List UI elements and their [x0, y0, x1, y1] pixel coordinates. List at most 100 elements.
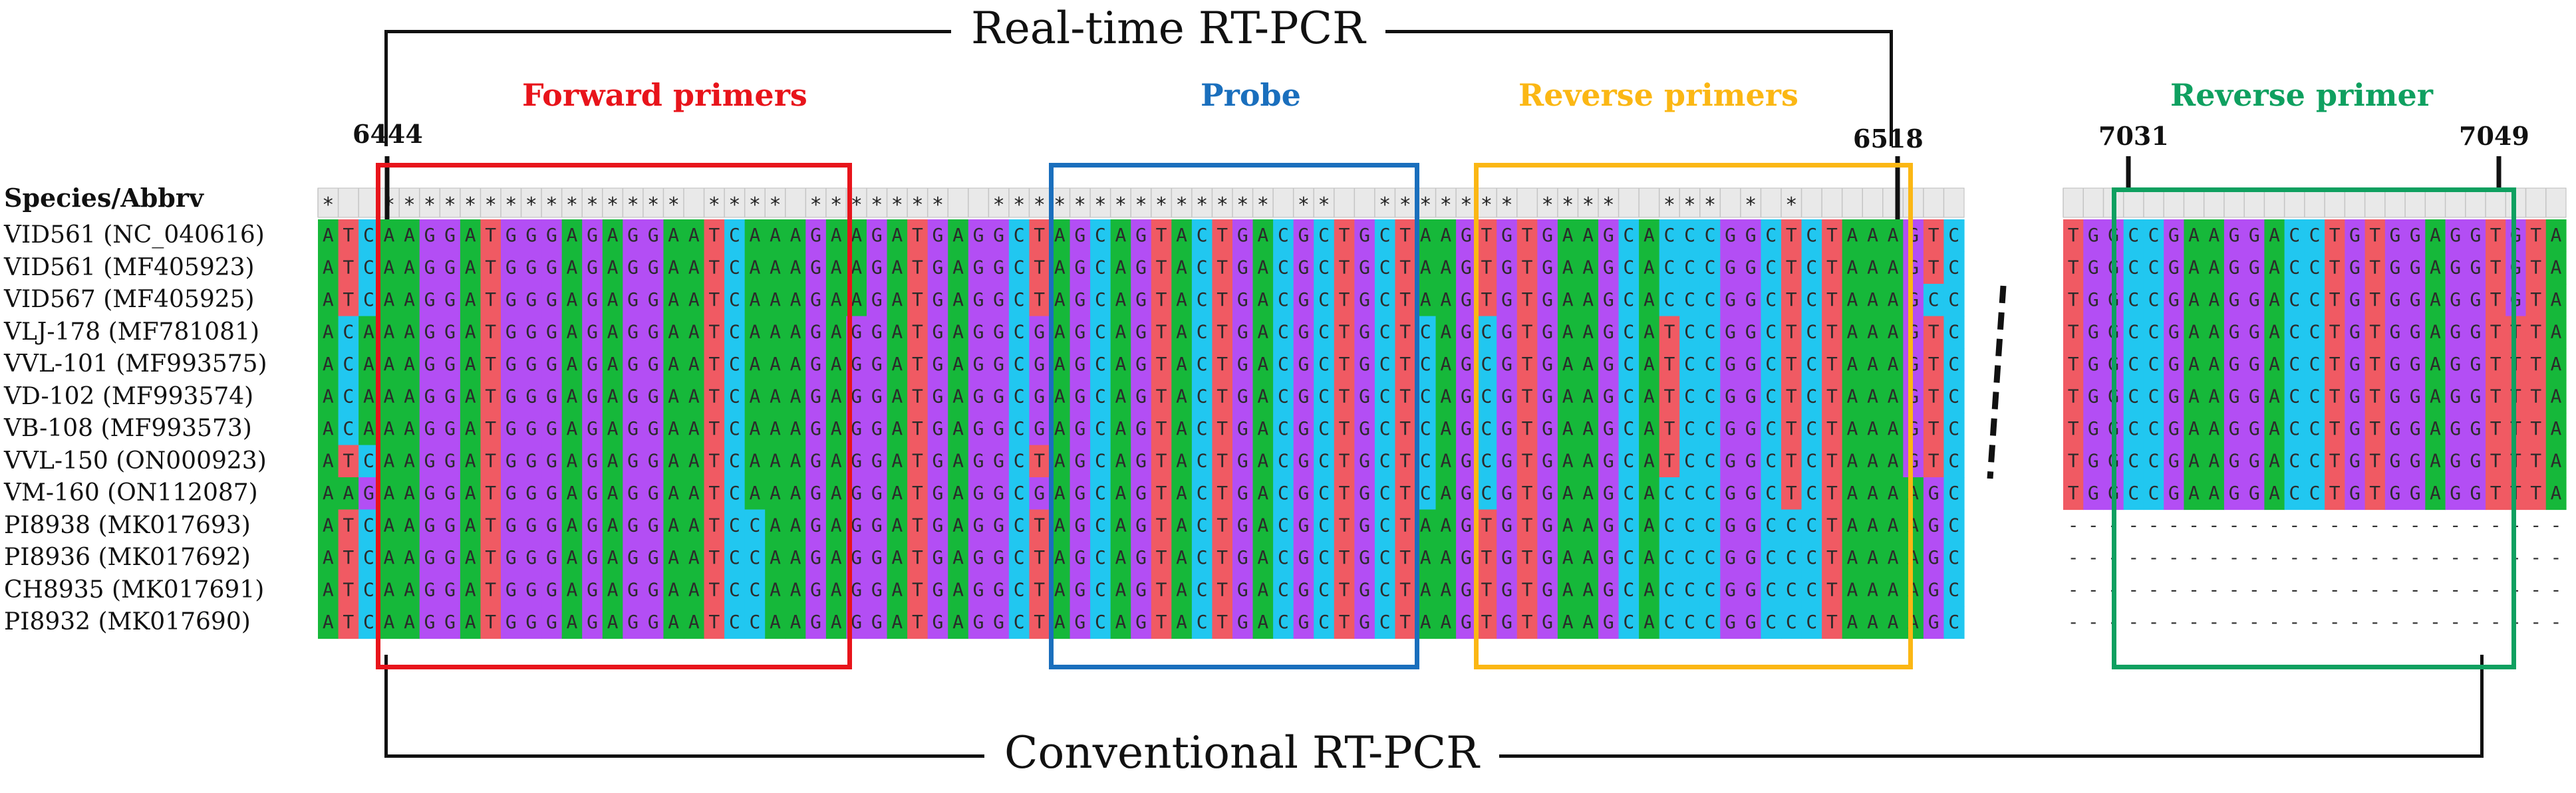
block1-base-cell [1151, 251, 1172, 284]
block1-base-letter: A [851, 288, 862, 310]
block1-base-letter: T [343, 256, 354, 278]
block1-base-letter: C [1928, 288, 1939, 310]
block1-consensus-mark: * [1257, 193, 1269, 217]
block1-base-letter: A [323, 578, 334, 600]
block2-base-letter: T [2530, 224, 2541, 246]
block1-base-letter: A [891, 417, 903, 439]
block1-base-letter: A [1440, 449, 1451, 471]
block2-base-letter: G [2088, 288, 2099, 310]
block1-base-cell [887, 251, 908, 284]
block2-base-letter: - [2068, 514, 2079, 536]
block1-base-letter: G [1501, 256, 1512, 278]
block2-base-letter: G [2088, 449, 2099, 471]
block1-base-cell [1171, 251, 1193, 284]
block1-base-letter: A [770, 256, 781, 278]
block1-base-cell [1618, 219, 1640, 253]
block1-base-letter: G [1461, 417, 1472, 439]
block1-base-letter: A [323, 449, 334, 471]
block1-consensus-mark: * [1582, 193, 1594, 217]
block1-base-letter: T [912, 546, 923, 568]
position-6518: 6518 [1853, 124, 1924, 154]
block1-base-letter: C [1806, 224, 1817, 246]
block1-base-cell [1252, 251, 1274, 284]
block1-consensus-mark: * [911, 193, 923, 217]
block1-base-letter: G [973, 353, 984, 375]
block1-base-letter: C [1948, 546, 1959, 568]
block1-base-letter: A [323, 611, 334, 633]
block1-base-cell [1090, 219, 1111, 253]
block1-base-letter: A [607, 256, 619, 278]
block1-base-letter: C [1420, 385, 1431, 407]
block1-base-cell [1882, 219, 1904, 253]
block1-base-letter: T [1928, 449, 1939, 471]
block1-consensus-mark: * [1054, 193, 1066, 217]
block1-base-letter: G [1928, 514, 1939, 536]
block1-base-letter: A [952, 288, 964, 310]
block1-base-letter: G [973, 256, 984, 278]
block2-base-letter: A [2550, 417, 2561, 439]
block1-base-cell [1720, 219, 1741, 253]
block1-base-cell [765, 219, 786, 253]
block1-consensus-mark: * [1216, 193, 1228, 217]
block1-base-letter: C [1014, 578, 1025, 600]
block1-base-cell [378, 219, 400, 253]
block1-base-letter: G [851, 514, 862, 536]
block2-base-letter: - [2068, 578, 2079, 600]
block1-base-cell [1639, 219, 1660, 253]
block1-base-cell [1232, 251, 1254, 284]
block1-base-letter: T [1339, 256, 1350, 278]
block1-base-letter: A [891, 288, 903, 310]
block1-base-cell [1557, 219, 1579, 253]
block1-base-cell [1070, 251, 1091, 284]
block1-base-letter: A [891, 578, 903, 600]
block2-base-letter: - [2068, 546, 2079, 568]
block1-base-cell [1131, 251, 1152, 284]
block1-base-cell [1151, 219, 1172, 253]
block2-base-letter: - [2530, 514, 2541, 536]
block1-base-letter: G [973, 482, 984, 504]
block1-base-cell [1699, 251, 1721, 284]
block1-base-cell [1273, 219, 1294, 253]
block1-base-letter: C [1948, 578, 1959, 600]
block1-base-cell [1212, 251, 1233, 284]
block1-base-letter: G [973, 417, 984, 439]
species-label: PI8938 (MK017693) [4, 511, 251, 539]
block2-base-letter: - [2530, 546, 2541, 568]
block1-base-letter: G [1603, 224, 1614, 246]
block1-base-letter: G [871, 288, 883, 310]
block1-base-letter: A [891, 611, 903, 633]
block2-base-letter: A [2550, 320, 2561, 342]
block1-base-cell [1110, 219, 1131, 253]
block1-base-letter: G [932, 353, 944, 375]
block1-base-letter: G [993, 417, 1004, 439]
block1-base-letter: G [1603, 256, 1614, 278]
block1-base-letter: G [851, 385, 862, 407]
block1-base-letter: G [1034, 320, 1045, 342]
block1-base-letter: T [485, 256, 496, 278]
block1-base-cell [907, 219, 929, 253]
block1-base-letter: C [1014, 353, 1025, 375]
block1-base-letter: G [993, 224, 1004, 246]
block1-base-letter: G [932, 385, 944, 407]
block1-base-letter: T [485, 224, 496, 246]
block1-base-cell [643, 219, 664, 253]
block2-base-letter: A [2550, 288, 2561, 310]
block1-base-cell [1761, 219, 1782, 253]
block1-base-cell [1070, 219, 1091, 253]
block1-base-cell [419, 251, 440, 284]
block1-base-letter: A [607, 224, 619, 246]
block1-base-letter: T [708, 224, 720, 246]
block1-base-letter: A [668, 256, 679, 278]
block1-base-cell [1516, 251, 1538, 284]
block1-consensus-mark: * [525, 193, 537, 217]
block1-base-cell [867, 219, 888, 253]
block2-base-letter: - [2550, 611, 2561, 633]
block1-base-letter: T [1399, 256, 1411, 278]
block1-base-letter: T [343, 288, 354, 310]
block1-base-letter: G [932, 288, 944, 310]
block1-base-letter: A [831, 256, 842, 278]
block1-base-letter: C [1014, 449, 1025, 471]
block1-base-letter: A [1176, 256, 1187, 278]
block1-base-letter: G [851, 578, 862, 600]
block1-consensus-mark: * [1663, 193, 1675, 217]
